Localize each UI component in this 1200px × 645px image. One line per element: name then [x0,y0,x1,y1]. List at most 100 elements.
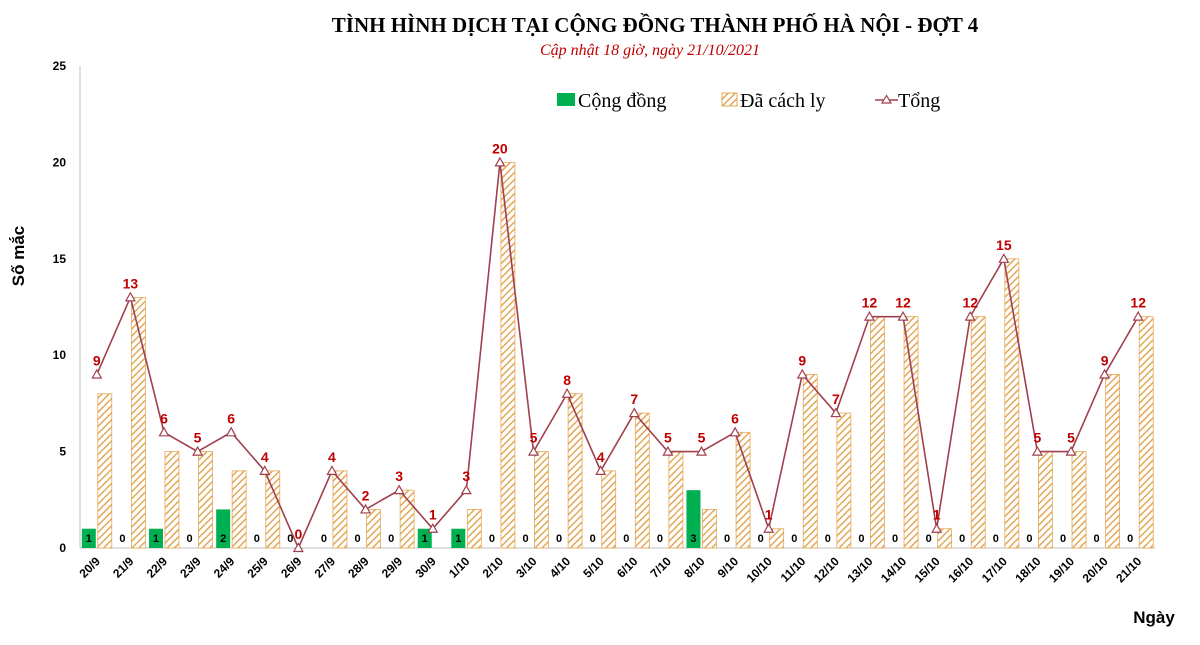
total-value-label: 9 [798,352,806,368]
quarantine-bar [769,528,785,549]
total-marker [561,388,573,398]
plot-area: 0510152025120/9021/9122/9023/9224/9025/9… [53,59,1155,585]
quarantine-bar [601,470,617,549]
total-line [96,162,1139,551]
community-value-label: 0 [590,533,596,545]
total-marker [360,503,372,514]
community-value-label: 0 [993,533,999,545]
total-marker [192,445,204,456]
total-marker [897,310,909,321]
total-marker [393,484,405,495]
community-value-label: 0 [959,533,965,545]
chart-subtitle: Cập nhật 18 giờ, ngày 21/10/2021 [540,42,760,59]
x-tick-label: 21/10 [1113,554,1144,585]
total-value-label: 7 [832,391,840,407]
x-tick-label: 18/10 [1012,554,1043,585]
total-value-label: 1 [765,507,773,523]
quarantine-bar [903,316,919,549]
community-value-label: 0 [657,533,663,545]
community-value-label: 0 [119,533,125,545]
x-tick-label: 19/10 [1046,554,1077,585]
total-value-label: 5 [194,430,202,446]
total-marker [158,426,170,437]
x-tick-label: 20/9 [77,554,104,581]
community-value-label: 0 [287,533,293,545]
total-marker [863,310,875,321]
quarantine-bar [1038,451,1053,549]
community-value-label: 0 [489,533,495,545]
total-marker [695,445,708,456]
y-tick-label: 0 [59,541,66,555]
quarantine-bar [366,509,381,549]
total-marker [1031,445,1043,456]
legend-total-label: Tổng [898,90,940,112]
total-marker [124,291,136,302]
x-tick-label: 14/10 [878,554,909,585]
quarantine-bar [198,451,213,549]
total-marker [1132,310,1144,321]
total-marker [595,465,607,475]
total-marker [460,484,472,495]
quarantine-bar [130,296,146,549]
community-value-label: 0 [556,533,562,545]
x-tick-label: 3/10 [513,554,540,581]
community-bar [148,528,163,548]
x-tick-label: 23/9 [177,554,204,581]
quarantine-bar [937,528,953,549]
y-tick-label: 25 [53,59,67,73]
quarantine-bar [702,509,717,549]
legend-quarantine-label: Đã cách ly [740,90,826,112]
total-marker [763,522,775,533]
total-value-label: 5 [698,430,706,446]
total-value-label: 4 [597,449,605,465]
community-value-label: 0 [522,533,528,545]
x-tick-label: 29/9 [379,554,406,581]
community-value-label: 0 [926,533,932,545]
total-value-label: 6 [160,410,168,426]
community-bar [417,528,432,548]
community-value-label: 0 [623,533,629,545]
quarantine-bar [466,509,482,549]
total-value-label: 12 [962,295,978,311]
x-tick-label: 1/10 [446,554,473,581]
quarantine-bar [567,393,583,549]
total-value-label: 5 [664,430,672,446]
community-bar [216,509,231,548]
x-tick-label: 13/10 [844,554,875,585]
quarantine-bar [500,161,516,549]
x-tick-label: 28/9 [345,554,372,581]
quarantine-bar [1071,451,1087,549]
legend: Cộng đồng Đã cách ly Tổng [557,90,940,112]
legend-total-marker [880,94,893,104]
total-value-label: 1 [429,507,437,523]
community-value-label: 0 [1094,533,1100,545]
x-tick-label: 20/10 [1080,554,1111,585]
community-bar [686,490,701,548]
x-tick-label: 8/10 [681,554,708,581]
total-marker [628,407,640,418]
total-value-label: 2 [362,487,370,503]
x-tick-label: 2/10 [480,554,507,581]
x-tick-label: 11/10 [778,554,809,585]
total-marker [729,426,741,437]
community-value-label: 0 [1127,533,1133,545]
quarantine-bar [634,412,650,549]
total-value-label: 9 [93,352,101,368]
total-value-label: 15 [996,237,1012,253]
total-marker [292,542,304,553]
x-tick-label: 17/10 [979,554,1010,585]
community-value-label: 1 [153,533,159,545]
quarantine-bar [668,451,684,549]
total-value-label: 6 [731,410,739,426]
total-marker [259,465,271,475]
total-marker [931,522,943,533]
x-tick-label: 22/9 [144,554,171,581]
community-value-label: 0 [254,533,260,545]
community-value-label: 3 [690,533,696,545]
quarantine-bar [534,451,549,549]
total-value-label: 3 [395,468,403,484]
x-tick-label: 4/10 [547,554,574,581]
total-marker [326,465,338,475]
total-value-label: 20 [492,140,508,156]
